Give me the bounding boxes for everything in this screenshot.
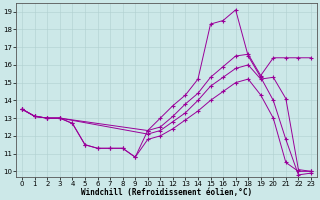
X-axis label: Windchill (Refroidissement éolien,°C): Windchill (Refroidissement éolien,°C) [81, 188, 252, 197]
